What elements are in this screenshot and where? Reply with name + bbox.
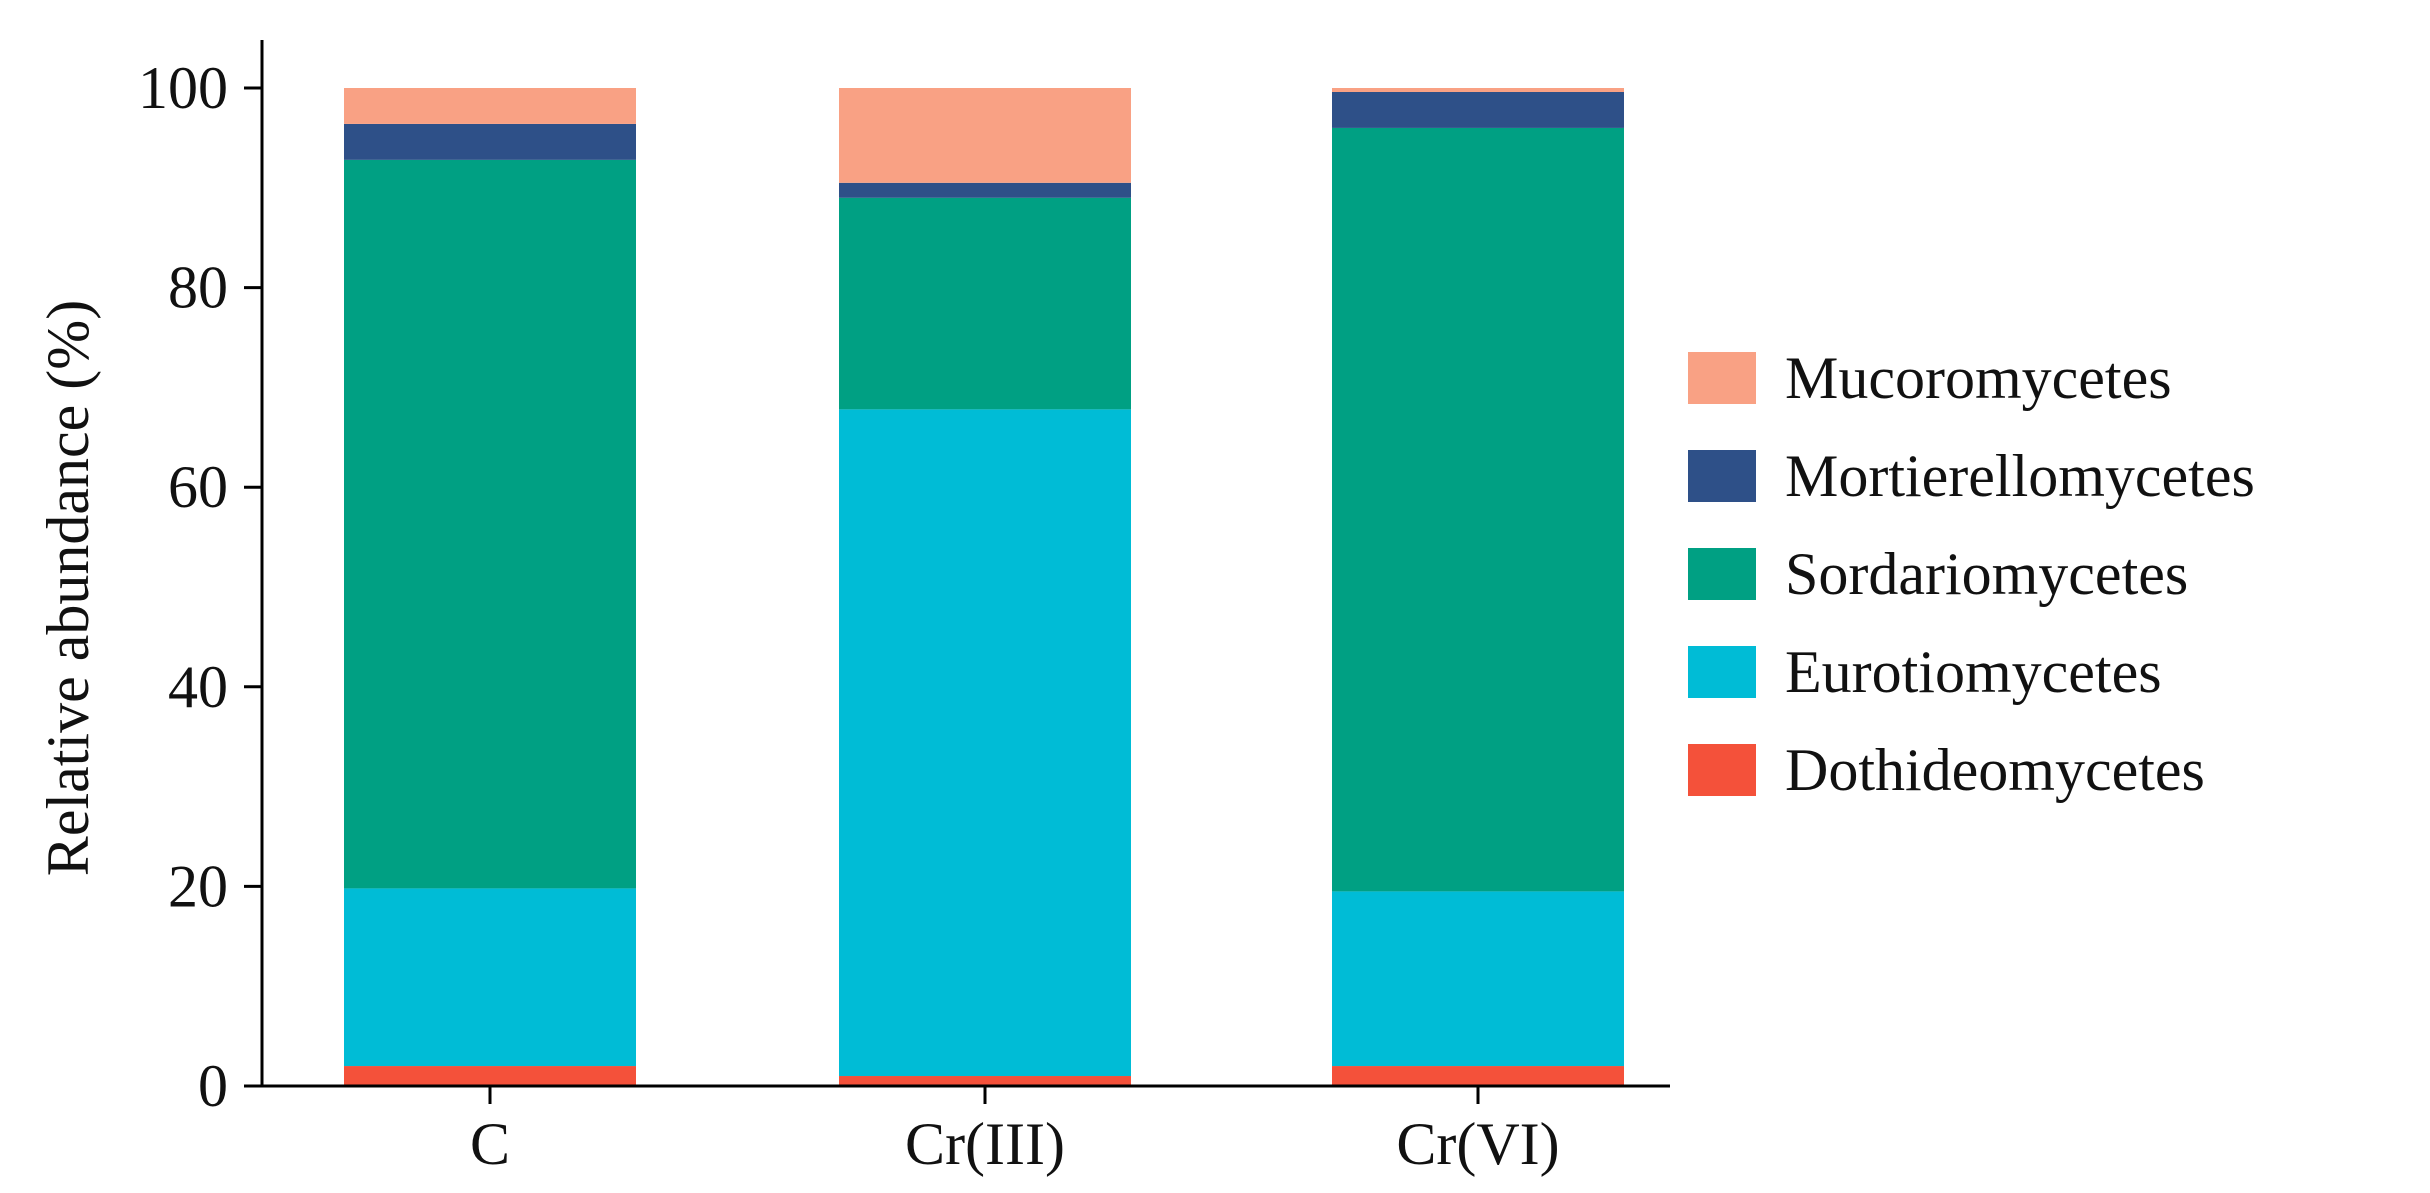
bar-segment <box>344 88 636 124</box>
y-tick-label: 20 <box>168 853 228 919</box>
bars-layer <box>344 88 1624 1086</box>
y-tick-label: 80 <box>168 255 228 321</box>
bar-segment <box>1332 88 1624 92</box>
bar-segment <box>839 182 1131 198</box>
bar-segment <box>839 88 1131 183</box>
legend-label: Mortierellomycetes <box>1785 443 2255 509</box>
bar-segment <box>1332 127 1624 892</box>
legend-swatch <box>1688 744 1756 796</box>
bar-segment <box>344 123 636 160</box>
legend-swatch <box>1688 450 1756 502</box>
bar-segment <box>1332 1066 1624 1086</box>
y-tick-label: 60 <box>168 454 228 520</box>
bar-segment <box>839 1076 1131 1086</box>
legend-swatch <box>1688 646 1756 698</box>
bar-segment <box>839 409 1131 1077</box>
bar-segment <box>344 888 636 1067</box>
x-tick-label: Cr(III) <box>905 1111 1065 1177</box>
bar-segment <box>839 197 1131 410</box>
legend-label: Mucoromycetes <box>1785 345 2172 411</box>
bar-segment <box>344 1066 636 1086</box>
legend-label: Dothideomycetes <box>1785 737 2205 803</box>
bar-segment <box>344 159 636 889</box>
y-axis-label: Relative abundance (%) <box>35 300 101 876</box>
y-tick-label: 40 <box>168 654 228 720</box>
y-tick-label: 0 <box>198 1053 228 1119</box>
x-ticks: C Cr(III) Cr(VI) <box>470 1086 1560 1177</box>
legend-swatch <box>1688 548 1756 600</box>
bar-segment <box>1332 891 1624 1067</box>
x-tick-label: C <box>470 1111 510 1177</box>
y-ticks: 0 20 40 60 80 100 <box>138 55 262 1119</box>
legend: Mucoromycetes Mortierellomycetes Sordariom… <box>1688 345 2255 803</box>
legend-swatch <box>1688 352 1756 404</box>
legend-label: Eurotiomycetes <box>1785 639 2162 705</box>
legend-label: Sordariomycetes <box>1785 541 2188 607</box>
x-tick-label: Cr(VI) <box>1396 1111 1559 1177</box>
y-tick-label: 100 <box>138 55 228 121</box>
bar-segment <box>1332 91 1624 128</box>
